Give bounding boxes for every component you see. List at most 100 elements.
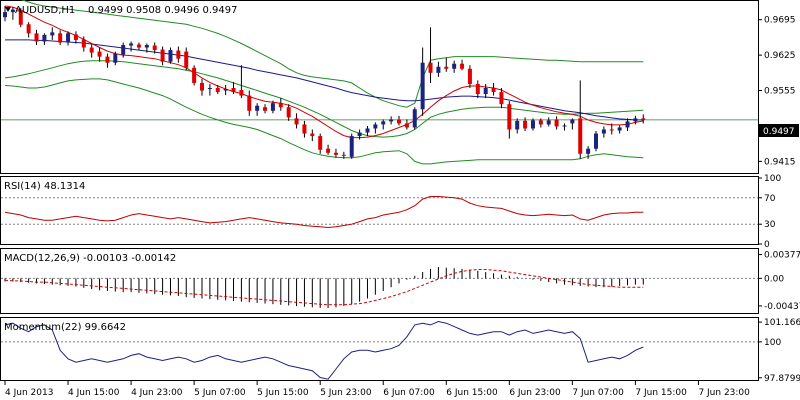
candle-body — [113, 53, 118, 63]
candle-body — [231, 88, 236, 93]
candle-body — [475, 83, 480, 95]
candle-body — [507, 104, 512, 130]
price-tick-label: 0.9625 — [764, 51, 796, 61]
momentum-layer: 101.1667 100 97.8799 — [1, 318, 800, 384]
x-tick-label: 4 Jun 15:00 — [68, 388, 120, 398]
candle-body — [341, 154, 346, 156]
candle-body — [73, 34, 78, 40]
momentum-tick-label: 101.1667 — [764, 318, 800, 328]
candle-body — [239, 90, 244, 96]
candle-body — [89, 47, 94, 53]
candle-body — [381, 121, 386, 125]
candle-body — [168, 50, 173, 62]
candle-body — [50, 32, 55, 36]
rsi-tick-label: 70 — [764, 194, 776, 204]
candle-body — [207, 88, 212, 90]
price-layer: 0.9695 0.9625 0.9555 0.9415 — [1, 0, 796, 167]
x-tick-label: 7 Jun 15:00 — [635, 388, 687, 398]
candle-body — [26, 24, 31, 34]
momentum-tick-label: 100 — [764, 338, 781, 348]
candle-body — [121, 45, 126, 55]
candle-body — [420, 62, 425, 110]
candle-body — [176, 50, 181, 59]
candle-body — [578, 118, 583, 154]
candle-body — [263, 107, 268, 111]
candle-body — [389, 119, 394, 122]
candle-body — [499, 92, 504, 105]
candle-body — [97, 51, 102, 57]
candle-body — [302, 124, 307, 134]
slow-ma-line — [5, 39, 644, 121]
price-panel-frame — [0, 0, 759, 174]
candle-body — [428, 62, 433, 73]
candle-body — [278, 103, 283, 108]
candle-body — [586, 148, 591, 154]
candle-body — [136, 44, 141, 48]
band-lower-line — [4, 78, 644, 165]
ohlc-readout: 0.9499 0.9508 0.9496 0.9497 — [88, 5, 238, 16]
rsi-layer: 100 70 30 0 — [1, 174, 781, 250]
candle-body — [42, 34, 47, 42]
candle-body — [483, 88, 488, 95]
rsi-tick-label: 30 — [764, 220, 776, 230]
collapse-triangle-icon[interactable] — [5, 7, 11, 12]
price-tick-label: 0.9695 — [764, 16, 796, 26]
macd-layer: 0.00377 0.00 -0.00437 — [1, 251, 800, 312]
candle-body — [10, 9, 15, 13]
candle-body — [286, 107, 291, 118]
band-middle-line — [4, 60, 644, 138]
candle-body — [404, 123, 409, 128]
candle-body — [326, 148, 331, 153]
x-tick-label: 6 Jun 23:00 — [509, 388, 561, 398]
candle-body — [349, 136, 354, 157]
x-tick-label: 5 Jun 07:00 — [194, 388, 246, 398]
price-tick-label: 0.9415 — [764, 157, 796, 167]
candle-body — [373, 124, 378, 129]
candle-body — [105, 56, 110, 63]
candle-body — [81, 39, 86, 48]
x-tick-label: 7 Jun 07:00 — [572, 388, 624, 398]
candle-body — [397, 119, 401, 124]
candle-body — [601, 129, 606, 134]
candle-body — [609, 129, 614, 131]
current-price-tag — [759, 124, 799, 137]
x-tick-label: 6 Jun 07:00 — [383, 388, 435, 398]
candle-body — [523, 120, 528, 129]
rsi-tick-label: 100 — [764, 174, 781, 184]
candle-body — [515, 120, 520, 130]
candle-body — [318, 136, 323, 150]
momentum-title: Momentum(22) 99.6642 — [4, 322, 126, 333]
candle-body — [554, 119, 559, 127]
macd-tick-label: 0.00 — [764, 274, 784, 284]
candle-body — [333, 152, 338, 155]
candle-body — [200, 82, 204, 91]
candle-body — [625, 121, 630, 128]
price-tick-label: 0.9555 — [764, 87, 796, 97]
candle-body — [144, 45, 149, 48]
candle-body — [594, 133, 598, 149]
symbol-title: AUDUSD,H1 — [15, 5, 75, 16]
candle-body — [460, 63, 465, 69]
candle-body — [436, 66, 441, 73]
candle-body — [365, 128, 370, 133]
macd-panel-frame — [0, 248, 759, 314]
candle-body — [58, 33, 63, 43]
candle-body — [538, 120, 543, 125]
fast-ma-line — [4, 5, 644, 139]
macd-signal-line — [4, 269, 644, 306]
candle-body — [546, 120, 551, 125]
x-tick-label: 5 Jun 15:00 — [257, 388, 309, 398]
candle-body — [152, 45, 157, 51]
candle-body — [491, 88, 496, 93]
candle-body — [3, 12, 7, 18]
candle-body — [570, 119, 575, 124]
momentum-tick-label: 97.8799 — [764, 374, 800, 384]
candle-body — [18, 10, 23, 25]
x-tick-label: 6 Jun 15:00 — [446, 388, 498, 398]
candle-body — [412, 109, 417, 128]
candle-body — [184, 51, 189, 68]
x-axis: 4 Jun 2013 4 Jun 15:00 4 Jun 23:00 5 Jun 07… — [4, 381, 750, 398]
rsi-title: RSI(14) 48.1314 — [4, 181, 85, 192]
candle-body — [215, 88, 220, 93]
